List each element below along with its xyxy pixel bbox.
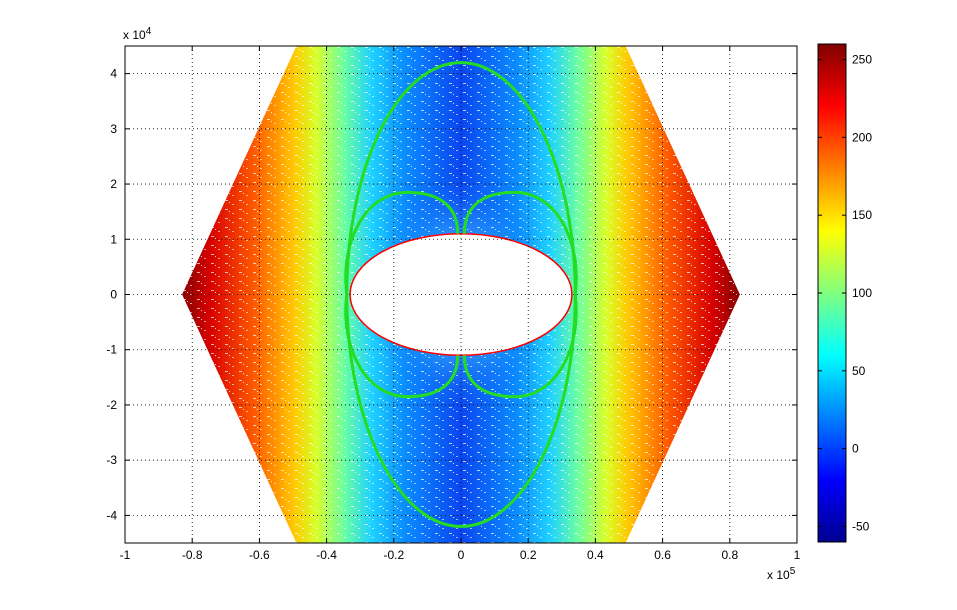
x-tick-label: 0 — [458, 548, 465, 562]
y-axis-multiplier: x 104 — [123, 26, 152, 42]
lobe-curve-lower-right — [462, 294, 578, 399]
x-tick-label: -0.8 — [182, 548, 203, 562]
y-tick-label: -1 — [106, 343, 117, 357]
overlay-curves — [344, 61, 578, 528]
y-tick-label: 3 — [110, 122, 117, 136]
x-tick-label: -1 — [120, 548, 131, 562]
colorbar-tick-label: 100 — [852, 286, 872, 300]
x-axis-multiplier: x 105 — [767, 566, 796, 582]
x-tick-label: 0.4 — [587, 548, 604, 562]
x-tick-label: 1 — [794, 548, 801, 562]
colorbar-tick-label: 150 — [852, 208, 872, 222]
y-tick-label: 2 — [110, 177, 117, 191]
colorbar-tick-label: 50 — [852, 364, 866, 378]
colorbar-ticks: 250 200 150 100 50 0 -50 — [818, 53, 872, 533]
lobe-curve-upper-right — [462, 190, 578, 295]
x-tick-label: 0.6 — [654, 548, 671, 562]
x-tick-label: 0.2 — [520, 548, 537, 562]
x-tick-label: -0.4 — [316, 548, 337, 562]
colorbar — [817, 43, 847, 543]
colorbar-tick-label: 250 — [852, 53, 872, 67]
lobe-curve-lower-left — [344, 294, 460, 399]
x-multiplier-exponent: 5 — [790, 566, 796, 577]
y-tick-label: -4 — [106, 508, 117, 522]
hole-edge — [349, 233, 573, 356]
x-axis: -1 -0.8 -0.6 -0.4 -0.2 0 0.2 0.4 0.6 0.8 1 — [120, 46, 801, 562]
colorbar-tick-label: -50 — [852, 519, 870, 533]
colorbar-tick-label: 200 — [852, 130, 872, 144]
y-multiplier-exponent: 4 — [146, 26, 152, 37]
y-tick-label: -3 — [106, 453, 117, 467]
x-tick-label: -0.2 — [383, 548, 404, 562]
y-tick-label: 0 — [110, 288, 117, 302]
x-multiplier-base: x 10 — [767, 568, 790, 582]
y-tick-label: -2 — [106, 398, 117, 412]
x-tick-label: 0.8 — [721, 548, 738, 562]
y-tick-label: 4 — [110, 67, 117, 81]
y-multiplier-base: x 10 — [123, 28, 146, 42]
lobe-curve-upper-left — [344, 190, 460, 295]
x-tick-label: -0.6 — [249, 548, 270, 562]
y-tick-label: 1 — [110, 232, 117, 246]
colorbar-tick-label: 0 — [852, 442, 859, 456]
y-axis: 4 3 2 1 0 -1 -2 -3 -4 — [106, 67, 797, 522]
